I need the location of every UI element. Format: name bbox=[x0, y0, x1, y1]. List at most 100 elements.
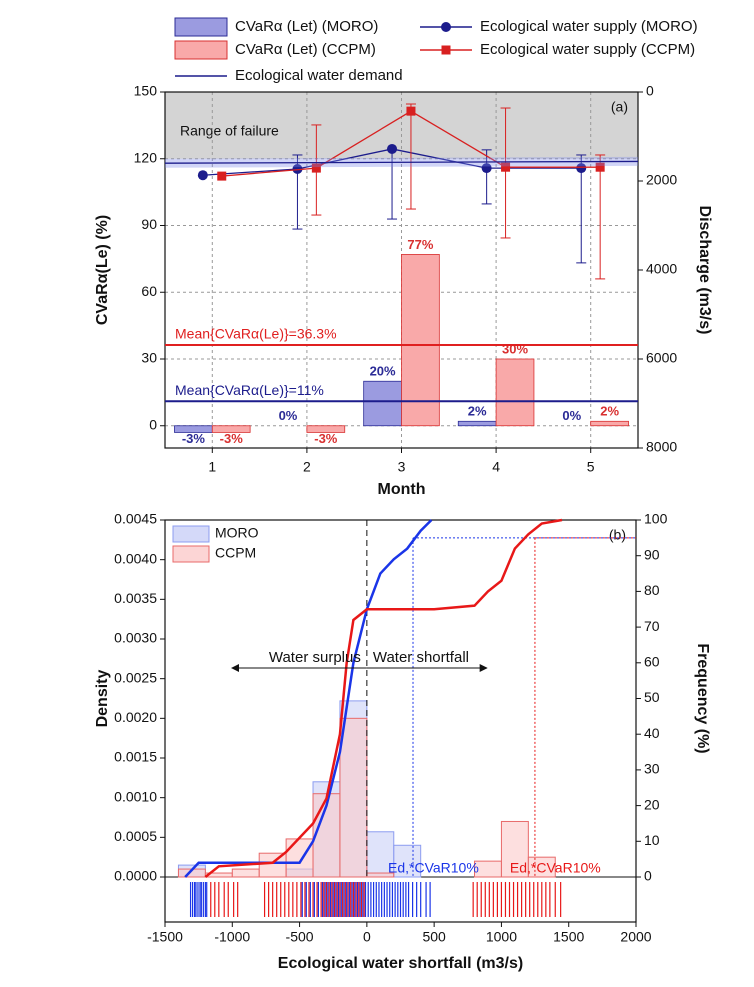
y2-tick-label: 2000 bbox=[646, 172, 677, 188]
y-tick-label: 0.0005 bbox=[114, 828, 157, 844]
bar-value-label: 0% bbox=[279, 408, 298, 423]
y2-tick-label: 90 bbox=[644, 546, 660, 562]
y-tick-label: 60 bbox=[141, 283, 157, 299]
y-axis-label: CVaRα(Le) (%) bbox=[94, 215, 111, 325]
y2-axis-label: Frequency (%) bbox=[694, 643, 711, 753]
y2-tick-label: 20 bbox=[644, 796, 660, 812]
bar bbox=[401, 254, 440, 427]
histogram-bar bbox=[285, 838, 314, 878]
legend-marker bbox=[441, 45, 451, 55]
y2-tick-label: 4000 bbox=[646, 261, 677, 277]
histogram-bar bbox=[231, 868, 260, 878]
bar-value-label: -3% bbox=[314, 431, 338, 446]
bar-value-label: -3% bbox=[182, 431, 206, 446]
mean-label: Mean{CVaRα(Le)}=36.3% bbox=[175, 326, 337, 342]
bar-value-label: 0% bbox=[562, 408, 581, 423]
supply-line bbox=[164, 160, 639, 164]
bar-value-label: -3% bbox=[220, 431, 244, 446]
y-tick-label: 0.0035 bbox=[114, 590, 157, 606]
supply-marker bbox=[481, 163, 492, 174]
failure-label: Range of failure bbox=[180, 123, 279, 139]
bar-value-label: 77% bbox=[407, 237, 433, 252]
y2-tick-label: 40 bbox=[644, 725, 660, 741]
y2-tick-label: 100 bbox=[644, 511, 668, 527]
histogram-bar bbox=[393, 844, 422, 878]
y-tick-label: 0.0015 bbox=[114, 749, 157, 765]
bar bbox=[590, 420, 629, 427]
bar bbox=[211, 425, 251, 433]
x-tick-label: 500 bbox=[422, 929, 446, 945]
x-tick-label: -1500 bbox=[147, 929, 183, 945]
supply-marker bbox=[311, 163, 321, 173]
y-tick-label: 0.0040 bbox=[114, 550, 157, 566]
y2-tick-label: 0 bbox=[646, 83, 654, 99]
supply-marker bbox=[576, 163, 587, 174]
y2-tick-label: 60 bbox=[644, 654, 660, 670]
cdf-line bbox=[184, 519, 433, 878]
legend-label: CVaRα (Let) (CCPM) bbox=[235, 41, 376, 58]
legend-swatch bbox=[174, 17, 228, 37]
plot-frame bbox=[164, 91, 639, 449]
supply-marker bbox=[217, 171, 227, 181]
bar bbox=[457, 420, 497, 427]
bar-value-label: 30% bbox=[502, 341, 528, 356]
legend-swatch bbox=[172, 545, 210, 563]
legend-label: CCPM bbox=[215, 545, 256, 561]
supply-marker bbox=[595, 162, 605, 172]
y-tick-label: 30 bbox=[141, 350, 157, 366]
x-tick-label: 4 bbox=[492, 459, 500, 475]
supply-marker bbox=[406, 106, 416, 116]
x-tick-label: 2 bbox=[303, 459, 311, 475]
x-tick-label: -500 bbox=[286, 929, 314, 945]
x-tick-label: 1 bbox=[208, 459, 216, 475]
legend-label: MORO bbox=[215, 525, 259, 541]
panel-label: (a) bbox=[611, 99, 628, 115]
y-tick-label: 0.0025 bbox=[114, 669, 157, 685]
bar-value-label: 20% bbox=[370, 364, 396, 379]
y2-tick-label: 70 bbox=[644, 618, 660, 634]
arrow-label: Water shortfall bbox=[373, 649, 469, 666]
x-axis-label: Month bbox=[378, 481, 426, 498]
threshold-label: Ed,*CVaR10% bbox=[510, 860, 601, 876]
y-tick-label: 0.0010 bbox=[114, 788, 157, 804]
y-tick-label: 120 bbox=[134, 149, 158, 165]
x-tick-label: 5 bbox=[587, 459, 595, 475]
supply-marker bbox=[501, 162, 511, 172]
bar bbox=[495, 358, 535, 427]
supply-marker bbox=[197, 170, 208, 181]
bar-value-label: 2% bbox=[468, 404, 487, 419]
y2-tick-label: 10 bbox=[644, 832, 660, 848]
panel-label: (b) bbox=[609, 527, 626, 543]
y-axis-label: Density bbox=[94, 670, 111, 728]
y-tick-label: 0.0000 bbox=[114, 868, 157, 884]
x-tick-label: 0 bbox=[363, 929, 371, 945]
legend-label: Ecological water supply (MORO) bbox=[480, 18, 698, 35]
supply-marker bbox=[387, 143, 398, 154]
histogram-bar bbox=[500, 820, 529, 878]
histogram-bar bbox=[366, 831, 395, 878]
legend-marker bbox=[441, 22, 451, 32]
legend-swatch bbox=[172, 525, 210, 543]
threshold-label: Ed,*CVaR10% bbox=[388, 860, 479, 876]
bar bbox=[363, 380, 402, 427]
y2-tick-label: 80 bbox=[644, 582, 660, 598]
x-axis-label: Ecological water shortfall (m3/s) bbox=[278, 955, 523, 972]
y2-tick-label: 8000 bbox=[646, 439, 677, 455]
x-tick-label: 2000 bbox=[620, 929, 651, 945]
legend-label: Ecological water demand bbox=[235, 67, 403, 84]
histogram-bar bbox=[339, 717, 368, 878]
bar-value-label: 2% bbox=[600, 404, 619, 419]
y2-tick-label: 6000 bbox=[646, 350, 677, 366]
x-tick-label: 3 bbox=[398, 459, 406, 475]
arrow-label: Water surplus bbox=[269, 649, 361, 666]
mean-label: Mean{CVaRα(Le)}=11% bbox=[175, 382, 324, 398]
y-tick-label: 0 bbox=[149, 416, 157, 432]
y2-axis-label: Discharge (m3/s) bbox=[696, 206, 713, 335]
y2-tick-label: 30 bbox=[644, 761, 660, 777]
y-tick-label: 0.0020 bbox=[114, 709, 157, 725]
legend-label: Ecological water supply (CCPM) bbox=[480, 41, 695, 58]
bar bbox=[306, 425, 346, 433]
y-tick-label: 150 bbox=[134, 83, 158, 99]
y-tick-label: 0.0045 bbox=[114, 511, 157, 527]
